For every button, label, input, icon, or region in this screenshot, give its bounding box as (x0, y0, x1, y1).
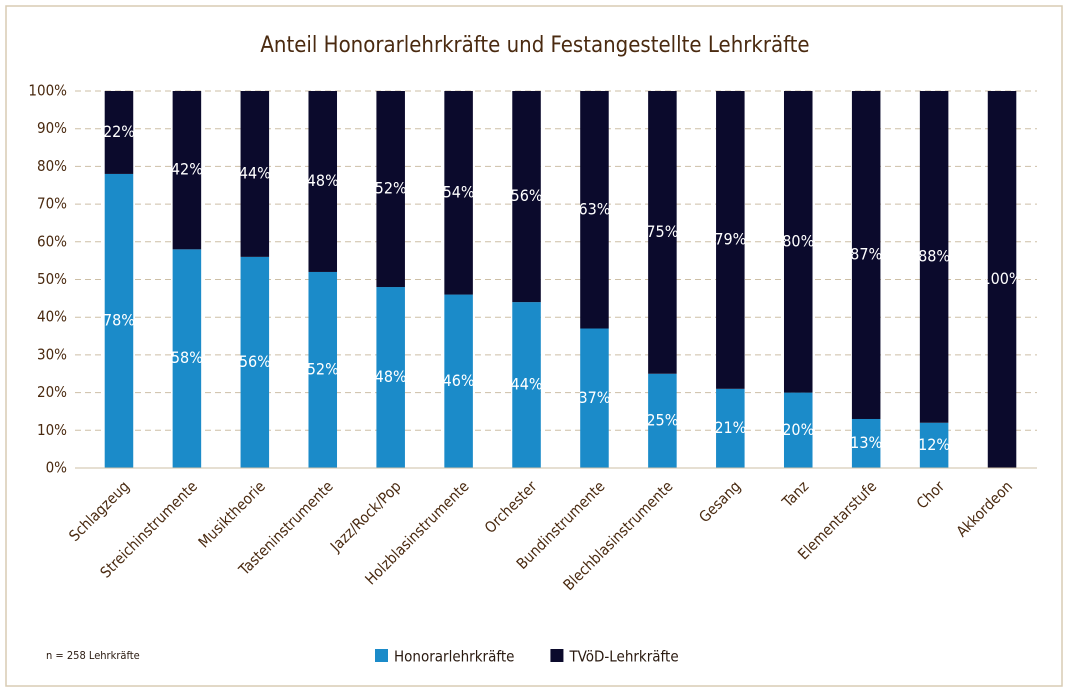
bar-segment (716, 91, 745, 389)
bar-segment (512, 302, 541, 468)
bar-segment (580, 91, 609, 329)
data-label: 75% (646, 222, 678, 241)
data-label: 13% (850, 433, 882, 452)
data-label: 56% (511, 186, 543, 205)
bar-segment (444, 294, 473, 468)
y-tick-label: 50% (37, 270, 67, 288)
data-label: 21% (714, 418, 746, 437)
data-label: 44% (511, 375, 543, 394)
bar-segment (240, 91, 270, 257)
bar-segment (783, 392, 813, 468)
data-label: 58% (171, 348, 203, 367)
y-tick-label: 10% (37, 421, 67, 439)
bar-segment (444, 91, 473, 295)
data-label: 20% (782, 420, 814, 439)
bar-segment (172, 249, 202, 468)
y-tick-label: 40% (37, 308, 67, 326)
legend-label: TVöD-Lehrkräfte (568, 648, 678, 666)
legend-swatch (375, 649, 388, 662)
y-tick-label: 90% (37, 119, 67, 137)
y-tick-label: 70% (37, 195, 67, 213)
data-label: 78% (103, 310, 135, 329)
bar-segment (172, 91, 202, 250)
data-label: 42% (171, 160, 203, 179)
y-tick-label: 0% (46, 459, 68, 477)
data-label: 52% (375, 179, 407, 198)
bar-segment (240, 256, 270, 468)
bar-segment (851, 91, 881, 419)
bar-segment (308, 91, 338, 272)
data-label: 25% (646, 410, 678, 429)
bar-segment (851, 418, 881, 468)
bar-segment (104, 173, 134, 468)
legend-swatch (550, 649, 564, 662)
annotation: n = 258 Lehrkräfte (46, 649, 140, 662)
data-label: 37% (578, 388, 610, 407)
bar-segment (919, 91, 949, 423)
data-label: 12% (918, 435, 950, 454)
data-label: 52% (307, 359, 339, 378)
bar-segment (648, 91, 677, 374)
bar-segment (919, 422, 949, 468)
data-label: 63% (578, 199, 610, 218)
data-label: 88% (918, 246, 950, 265)
data-label: 56% (239, 352, 271, 371)
data-label: 46% (443, 371, 475, 390)
data-label: 80% (782, 231, 814, 250)
legend-label: Honorarlehrkräfte (394, 648, 514, 666)
bar-segment (987, 91, 1017, 468)
data-label: 87% (850, 244, 882, 263)
chart-title: Anteil Honorarlehrkräfte und Festangeste… (260, 33, 809, 58)
bar-segment (580, 328, 609, 468)
bar-segment (716, 388, 745, 468)
y-tick-label: 80% (37, 157, 67, 175)
y-tick-label: 30% (37, 345, 67, 363)
data-label: 48% (307, 171, 339, 190)
bar-segment (648, 373, 677, 468)
bar-segment (376, 91, 405, 288)
bar-segment (308, 271, 338, 468)
data-label: 79% (714, 229, 746, 248)
bar-segment (783, 91, 813, 393)
y-tick-label: 20% (37, 383, 67, 401)
bar-segment (512, 91, 541, 303)
data-label: 22% (103, 122, 135, 141)
data-label: 48% (375, 367, 407, 386)
data-label: 44% (239, 163, 271, 182)
data-label: 100% (981, 269, 1022, 288)
data-label: 54% (443, 182, 475, 201)
y-tick-label: 100% (28, 82, 67, 100)
bar-segment (104, 91, 134, 174)
y-tick-label: 60% (37, 232, 67, 250)
bar-segment (376, 287, 405, 468)
